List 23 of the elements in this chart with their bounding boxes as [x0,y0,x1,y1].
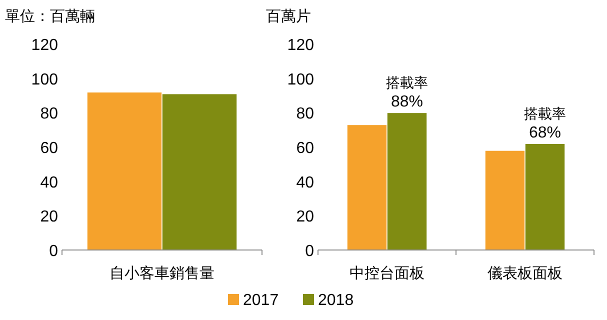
x-tick-label: 中控台面板 [350,265,424,282]
y-tick-label: 40 [40,174,58,192]
y-tick-label: 0 [49,243,58,260]
annotation: 搭載率 68% [524,106,566,142]
y-tick-label: 80 [296,106,314,123]
y-tick-label: 60 [40,140,58,157]
y-tick-label: 20 [40,208,58,226]
x-tick-label: 自小客車銷售量 [110,265,214,282]
y-tick-label: 60 [296,140,314,157]
annotation: 搭載率 88% [386,74,428,111]
x-tick-label: 儀表板面板 [488,265,562,282]
legend-label: 2018 [318,292,354,309]
y-axis-title: 單位：百萬輛 [5,8,95,25]
y-tick-label: 40 [296,174,314,192]
legend: 2017 2018 [228,292,354,309]
y-tick-label: 100 [287,71,314,88]
y-axis-title: 百萬片 [266,8,311,25]
y-tick-label: 0 [305,243,314,260]
y-tick-label: 120 [287,37,314,54]
y-tick-label: 100 [31,71,58,88]
y-tick-label: 20 [296,208,314,226]
y-tick-label: 120 [31,37,58,54]
y-tick-label: 80 [40,106,58,123]
